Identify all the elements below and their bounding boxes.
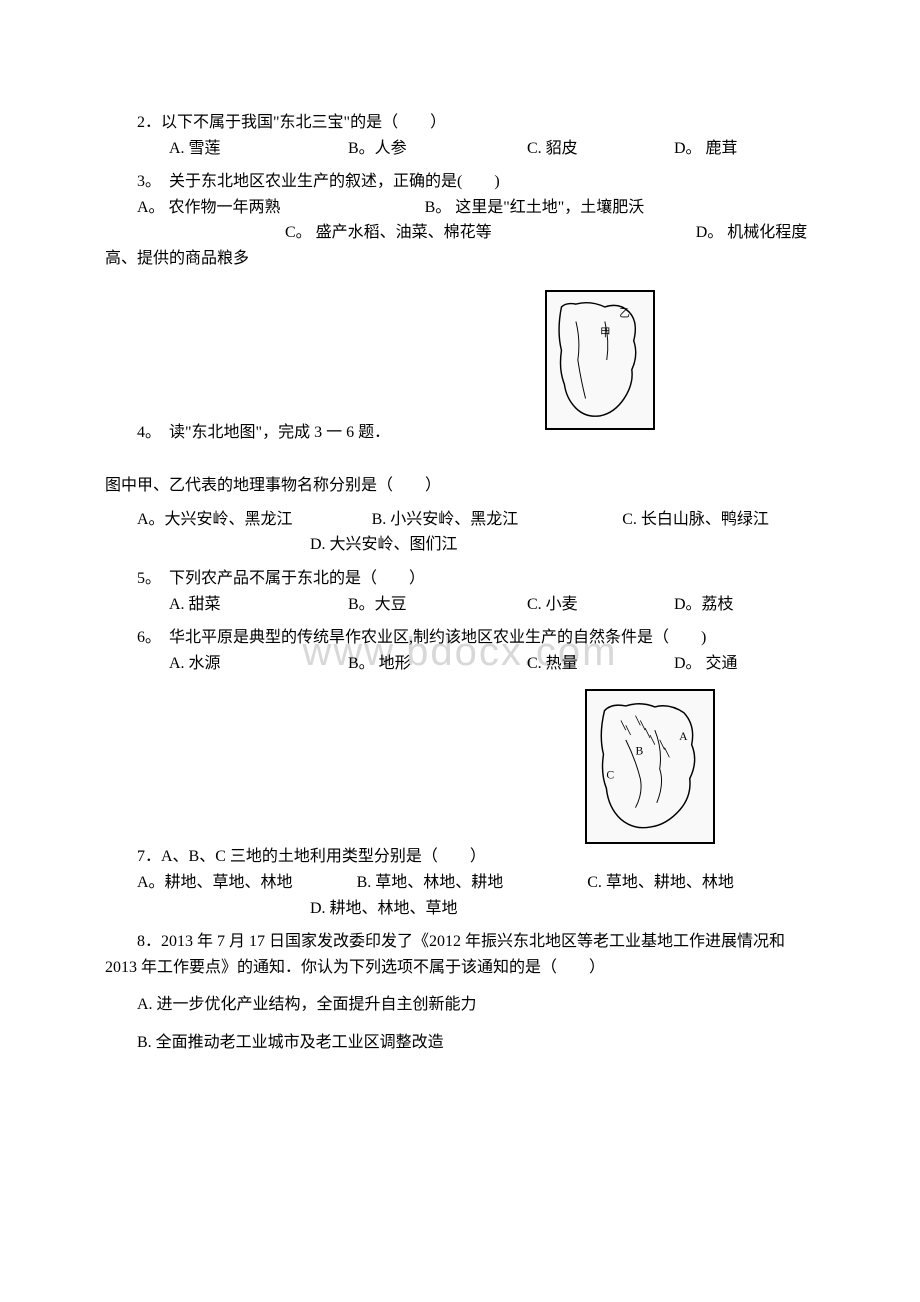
q6-opt-d: D。 交通 xyxy=(674,655,738,672)
q5-opt-d: D。荔枝 xyxy=(674,596,734,613)
q2-text: 2．以下不属于我国"东北三宝"的是（ ） xyxy=(105,110,815,136)
q7-text: 7．A、B、C 三地的土地利用类型分别是（ ） xyxy=(105,844,815,870)
q6-opt-a: A. 水源 xyxy=(137,651,312,677)
document-content: 2．以下不属于我国"东北三宝"的是（ ） A. 雪莲 B。人参 C. 貂皮 D。… xyxy=(105,110,815,1055)
question-7: 7．A、B、C 三地的土地利用类型分别是（ ） A。耕地、草地、林地 B. 草地… xyxy=(105,844,815,921)
q7-options: A。耕地、草地、林地 B. 草地、林地、耕地 C. 草地、耕地、林地 D. 耕地… xyxy=(105,870,815,921)
q4-opt-b: B. 小兴安岭、黑龙江 xyxy=(372,511,619,528)
map-svg-northeast: 甲 乙 xyxy=(547,292,653,428)
q3-opt-c: C。 盛产水稻、油菜、棉花等 xyxy=(105,224,692,241)
q6-opt-b: B。 地形 xyxy=(316,651,491,677)
q3-opt-b: B。 这里是"红土地"，土壤肥沃 xyxy=(425,199,645,216)
question-2: 2．以下不属于我国"东北三宝"的是（ ） A. 雪莲 B。人参 C. 貂皮 D。… xyxy=(105,110,815,161)
map-label-c: C xyxy=(606,769,614,782)
q5-opt-a: A. 甜菜 xyxy=(137,592,312,618)
question-6: 6。 华北平原是典型的传统旱作农业区,制约该地区农业生产的自然条件是（ ) A.… xyxy=(105,625,815,676)
q5-opt-b: B。大豆 xyxy=(316,592,491,618)
q2-opt-d: D。 鹿茸 xyxy=(674,140,738,157)
q8-text: 8．2013 年 7 月 17 日国家发改委印发了《2012 年振兴东北地区等老… xyxy=(105,929,815,980)
question-3: 3。 关于东北地区农业生产的叙述，正确的是( ) A。 农作物一年两熟 B。 这… xyxy=(105,169,815,271)
q3-opt-a: A。 农作物一年两熟 xyxy=(105,199,421,216)
q2-opt-b: B。人参 xyxy=(316,136,491,162)
question-4: 4。 读"东北地图"，完成 3 一 6 题． 图中甲、乙代表的地理事物名称分别是… xyxy=(105,420,815,558)
q5-opt-c: C. 小麦 xyxy=(495,592,670,618)
q8-opt-a: A. 进一步优化产业结构，全面提升自主创新能力 xyxy=(105,992,815,1018)
q4-opt-c: C. 长白山脉、鸭绿江 xyxy=(622,511,769,528)
question-5: 5。 下列农产品不属于东北的是（ ） A. 甜菜 B。大豆 C. 小麦 D。荔枝 xyxy=(105,566,815,617)
map-label-jia: 甲 xyxy=(600,327,611,338)
q2-opt-a: A. 雪莲 xyxy=(137,136,312,162)
q7-opt-d: D. 耕地、林地、草地 xyxy=(105,900,458,917)
q4-text: 4。 读"东北地图"，完成 3 一 6 题． xyxy=(105,420,815,446)
q7-opt-c: C. 草地、耕地、林地 xyxy=(587,874,734,891)
map-svg-land: A B C xyxy=(587,691,713,842)
q2-opt-c: C. 貂皮 xyxy=(495,136,670,162)
q4-options: A。大兴安岭、黑龙江 B. 小兴安岭、黑龙江 C. 长白山脉、鸭绿江 D. 大兴… xyxy=(105,507,815,558)
q4-opt-d: D. 大兴安岭、图们江 xyxy=(105,536,458,553)
q6-text: 6。 华北平原是典型的传统旱作农业区,制约该地区农业生产的自然条件是（ ) xyxy=(105,625,815,651)
q4-subtext: 图中甲、乙代表的地理事物名称分别是（ ） xyxy=(105,473,815,499)
q4-opt-a: A。大兴安岭、黑龙江 xyxy=(105,511,368,528)
q7-opt-b: B. 草地、林地、耕地 xyxy=(357,874,584,891)
q2-options: A. 雪莲 B。人参 C. 貂皮 D。 鹿茸 xyxy=(105,136,815,162)
q6-options: A. 水源 B。 地形 C. 热量 D。 交通 xyxy=(105,651,815,677)
q6-opt-c: C. 热量 xyxy=(495,651,670,677)
q8-opt-b: B. 全面推动老工业城市及老工业区调整改造 xyxy=(105,1030,815,1056)
q5-options: A. 甜菜 B。大豆 C. 小麦 D。荔枝 xyxy=(105,592,815,618)
question-8: 8．2013 年 7 月 17 日国家发改委印发了《2012 年振兴东北地区等老… xyxy=(105,929,815,1055)
q4-map-image: 甲 乙 xyxy=(545,290,655,430)
q7-opt-a: A。耕地、草地、林地 xyxy=(105,874,353,891)
q5-text: 5。 下列农产品不属于东北的是（ ） xyxy=(105,566,815,592)
q7-map-image: A B C xyxy=(585,689,715,844)
map-label-b: B xyxy=(635,745,643,758)
q3-text: 3。 关于东北地区农业生产的叙述，正确的是( ) xyxy=(105,169,815,195)
map-label-yi: 乙 xyxy=(619,307,630,319)
map-label-a: A xyxy=(679,730,688,743)
q3-options: A。 农作物一年两熟 B。 这里是"红土地"，土壤肥沃 C。 盛产水稻、油菜、棉… xyxy=(105,195,815,272)
